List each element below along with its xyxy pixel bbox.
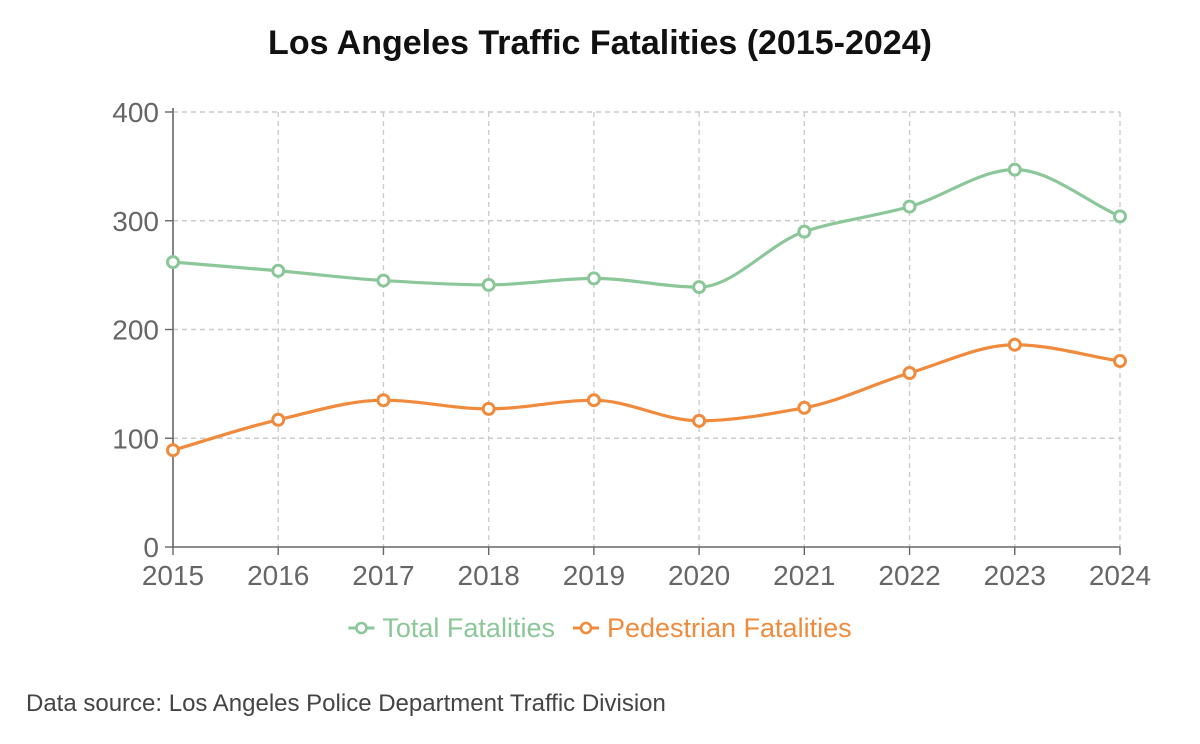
x-tick-label: 2019 bbox=[563, 560, 625, 591]
data-point[interactable] bbox=[481, 401, 496, 416]
y-tick-label: 300 bbox=[112, 206, 159, 237]
data-point[interactable] bbox=[481, 277, 496, 292]
data-point[interactable] bbox=[1007, 162, 1022, 177]
legend-label: Total Fatalities bbox=[382, 613, 555, 643]
y-tick-label: 200 bbox=[112, 315, 159, 346]
data-point[interactable] bbox=[586, 393, 601, 408]
data-point[interactable] bbox=[692, 280, 707, 295]
data-point[interactable] bbox=[902, 366, 917, 380]
x-tick-label: 2017 bbox=[352, 560, 414, 591]
data-point[interactable] bbox=[797, 224, 812, 239]
x-tick-label: 2022 bbox=[878, 560, 940, 591]
axes: 0 100 200 300 400 2015 2016 2017 2018 2019 2020 202… bbox=[112, 97, 1151, 591]
chart-title: Los Angeles Traffic Fatalities (2015-202… bbox=[268, 24, 932, 62]
x-tick-label: 2016 bbox=[247, 560, 309, 591]
legend-item[interactable]: Total Fatalities bbox=[348, 613, 555, 643]
grid bbox=[173, 111, 1121, 547]
data-point[interactable] bbox=[1113, 209, 1127, 224]
series-pedestrian-fatalities bbox=[166, 337, 1127, 458]
x-tick-label: 2024 bbox=[1089, 560, 1151, 591]
legend-marker-symbol bbox=[579, 621, 593, 635]
series-lines bbox=[166, 162, 1127, 458]
data-point[interactable] bbox=[166, 255, 180, 270]
y-tick-label: 100 bbox=[112, 423, 159, 454]
y-tick-label: 0 bbox=[143, 532, 159, 563]
legend-marker-symbol bbox=[355, 621, 368, 635]
data-point[interactable] bbox=[692, 413, 707, 428]
x-tick-label: 2020 bbox=[668, 560, 730, 591]
legend-label: Pedestrian Fatalities bbox=[607, 613, 852, 643]
data-point[interactable] bbox=[376, 273, 391, 288]
x-tick-label: 2015 bbox=[142, 560, 204, 591]
data-point[interactable] bbox=[166, 443, 180, 458]
series-line bbox=[171, 168, 1122, 289]
data-point[interactable] bbox=[797, 400, 812, 415]
legend[interactable]: Total Fatalities Pedestrian Fatalities bbox=[348, 613, 852, 643]
x-tick-label: 2023 bbox=[984, 560, 1046, 591]
data-point[interactable] bbox=[586, 271, 601, 286]
data-point[interactable] bbox=[902, 199, 917, 214]
x-tick-label: 2018 bbox=[458, 560, 520, 591]
data-point[interactable] bbox=[271, 263, 286, 278]
legend-item[interactable]: Pedestrian Fatalities bbox=[572, 613, 852, 643]
y-tick-label: 400 bbox=[112, 97, 159, 128]
data-point[interactable] bbox=[1007, 337, 1022, 352]
series-line bbox=[171, 343, 1122, 452]
data-point[interactable] bbox=[1113, 354, 1127, 369]
series-total-fatalities bbox=[166, 162, 1127, 295]
data-point[interactable] bbox=[376, 393, 391, 408]
data-point[interactable] bbox=[271, 412, 286, 427]
x-tick-label: 2021 bbox=[773, 560, 835, 591]
data-source-note: Data source: Los Angeles Police Departme… bbox=[26, 690, 666, 717]
